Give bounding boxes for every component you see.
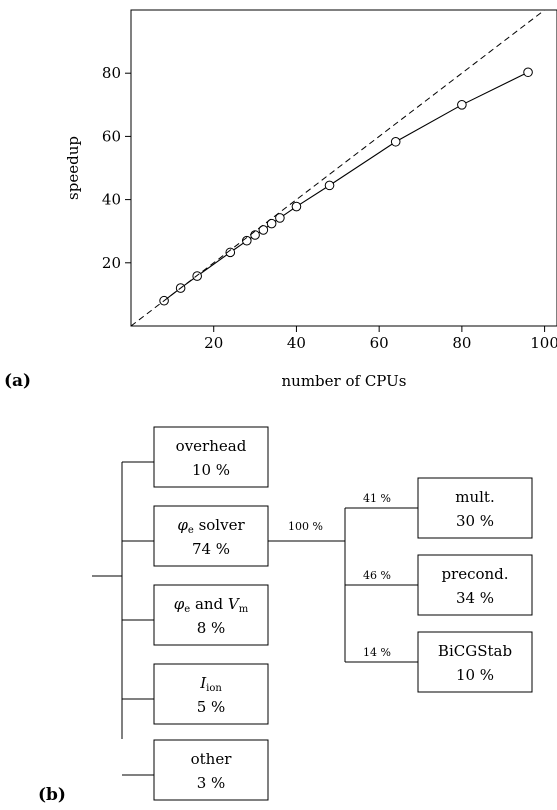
box-text: 10 % xyxy=(192,461,230,479)
box-text: 74 % xyxy=(192,540,230,558)
box-text: 10 % xyxy=(456,666,494,684)
x-tick-label: 60 xyxy=(370,334,389,352)
box-text: other xyxy=(191,750,233,768)
data-point xyxy=(291,201,302,212)
data-point xyxy=(457,100,467,110)
branch-label: 100 % xyxy=(288,520,323,533)
y-axis: 20 40 60 80 xyxy=(102,64,131,272)
measured-speedup-line xyxy=(163,71,529,302)
data-point xyxy=(324,180,335,191)
plot-frame xyxy=(130,9,557,327)
box-text: precond. xyxy=(441,565,508,583)
box-text: φe​ and Vm​ xyxy=(174,595,249,615)
box-text: 3 % xyxy=(197,774,226,792)
speedup-chart: 20 40 60 80 100 20 40 60 80 number of CPUs spee… xyxy=(4,9,557,391)
box-text: φe​ solver xyxy=(177,516,245,536)
box-frame xyxy=(153,663,269,725)
ideal-speedup-line xyxy=(130,9,545,327)
y-tick-label: 40 xyxy=(102,191,121,209)
profile-box-0: overhead 10 % xyxy=(122,426,269,488)
profile-box-3: Iion​ 5 % xyxy=(122,663,269,725)
profile-tree: overhead 10 % φe​ solver 74 % φe​ and Vm​ 8 %… xyxy=(38,426,533,805)
box-frame xyxy=(153,505,269,567)
y-tick-label: 80 xyxy=(102,64,121,82)
solver-box-1: 46 % precond. 34 % xyxy=(345,554,533,616)
profile-box-2: φe​ and Vm​ 8 % xyxy=(122,584,269,646)
data-point xyxy=(258,225,269,235)
x-axis: 20 40 60 80 100 xyxy=(204,326,557,352)
panel-b-label: (b) xyxy=(38,785,66,805)
box-text: 30 % xyxy=(456,512,494,530)
box-text: 34 % xyxy=(456,589,494,607)
x-tick-label: 20 xyxy=(204,334,223,352)
edge-label: 46 % xyxy=(363,569,391,582)
box-text: 5 % xyxy=(197,698,226,716)
profile-box-4: other 3 % xyxy=(122,739,269,801)
box-frame xyxy=(153,584,269,646)
x-axis-label: number of CPUs xyxy=(282,372,407,390)
x-tick-label: 80 xyxy=(452,334,471,352)
panel-a-label: (a) xyxy=(4,371,31,391)
data-point xyxy=(192,271,202,281)
box-text: overhead xyxy=(176,437,247,455)
box-text: 8 % xyxy=(197,619,226,637)
box-frame xyxy=(417,631,533,693)
box-text: BiCGStab xyxy=(438,642,512,660)
box-frame xyxy=(417,477,533,539)
box-frame xyxy=(153,426,269,488)
profile-box-1: φe​ solver 74 % xyxy=(122,505,269,567)
y-axis-label: speedup xyxy=(64,136,82,200)
series-layer xyxy=(130,9,545,327)
x-tick-label: 40 xyxy=(287,334,306,352)
data-point xyxy=(523,67,533,78)
y-tick-label: 60 xyxy=(102,127,121,145)
y-tick-label: 20 xyxy=(102,254,121,272)
data-point xyxy=(275,213,285,223)
data-point xyxy=(225,247,236,258)
solver-box-2: 14 % BiCGStab 10 % xyxy=(345,631,533,693)
box-frame xyxy=(153,739,269,801)
box-text: mult. xyxy=(455,488,494,506)
box-text: Iion​ xyxy=(199,674,222,694)
edge-label: 14 % xyxy=(363,646,391,659)
edge-label: 41 % xyxy=(363,492,391,505)
data-point xyxy=(266,218,277,229)
x-tick-label: 100 xyxy=(530,334,557,352)
data-point xyxy=(250,230,260,240)
box-frame xyxy=(417,554,533,616)
data-point xyxy=(390,136,401,147)
solver-box-0: 41 % mult. 30 % xyxy=(345,477,533,539)
